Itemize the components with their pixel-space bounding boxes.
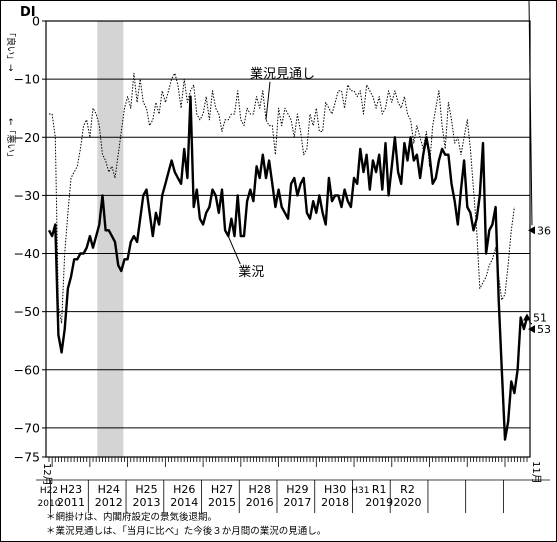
y-tick-label: −70 — [14, 420, 40, 435]
end-point-label: 32 — [533, 0, 547, 3]
x-era-label: H30 — [324, 483, 346, 496]
note-forecast-definition: ＊業況見通しは、「当月に比べ」た今後３か月間の業況の見通し。 — [46, 526, 327, 537]
series-label-outlook: 業況見通し — [250, 66, 315, 82]
x-era-label: H25 — [135, 483, 157, 496]
x-year-label: 2014 — [170, 496, 198, 509]
y-tick-label: −20 — [14, 130, 40, 145]
recession-shading — [97, 21, 124, 457]
x-era-label: H28 — [249, 483, 271, 496]
y-tick-label: −75 — [14, 450, 40, 465]
forecast-label: 53 — [537, 323, 551, 336]
x-start-month-label: 12月 — [41, 463, 53, 486]
x-era-label: H29 — [286, 483, 308, 496]
series-label-leader — [265, 81, 271, 120]
y-axis-title: DI — [20, 5, 36, 20]
x-era-label: H31 — [351, 486, 369, 496]
forecast-marker — [528, 325, 535, 334]
x-end-month-label: 11月 — [530, 461, 542, 484]
y-tick-label: −30 — [14, 188, 40, 203]
y-tick-label: −40 — [14, 246, 40, 261]
x-year-label: 2015 — [208, 496, 236, 509]
series-label-leader — [227, 235, 241, 265]
forecast-label: 36 — [537, 224, 551, 237]
y-axis-bad-label: ←「悪い」 — [5, 118, 16, 162]
y-tick-label: −10 — [14, 72, 40, 87]
series-label-business-condition: 業況 — [238, 264, 264, 280]
x-year-label: 2020 — [394, 496, 422, 509]
x-year-label: 2018 — [321, 496, 349, 509]
x-year-label: 2017 — [283, 496, 311, 509]
x-year-label: 2012 — [95, 496, 123, 509]
x-era-label: H27 — [211, 483, 233, 496]
series-line-outlook — [49, 72, 515, 324]
end-point-label: 51 — [533, 311, 547, 324]
series-line-business-condition — [47, 95, 529, 441]
y-tick-label: −60 — [14, 362, 40, 377]
x-year-label: 2011 — [57, 496, 85, 509]
x-era-label: R2 — [400, 483, 415, 496]
note-recession-shading: ＊網掛けは、内閣府設定の景気後退期。 — [46, 512, 218, 523]
forecast-arrow — [528, 321, 533, 325]
x-era-label: R1 — [372, 483, 387, 496]
x-year-label: 2016 — [246, 496, 274, 509]
x-year-label: 2019 — [365, 496, 393, 509]
y-tick-label: 0 — [32, 14, 40, 29]
forecast-arrow — [528, 0, 533, 226]
end-point-marker — [523, 313, 531, 321]
forecast-marker — [528, 226, 535, 235]
x-era-label: H26 — [173, 483, 195, 496]
x-year-label: 2013 — [132, 496, 160, 509]
x-era-label: H24 — [98, 483, 120, 496]
x-year-label: 2010 — [38, 499, 61, 509]
x-era-label: H22 — [40, 486, 58, 496]
x-era-label: H23 — [60, 483, 82, 496]
y-axis-good-label: 「良い」→ — [5, 28, 17, 72]
y-tick-label: −50 — [14, 304, 40, 319]
